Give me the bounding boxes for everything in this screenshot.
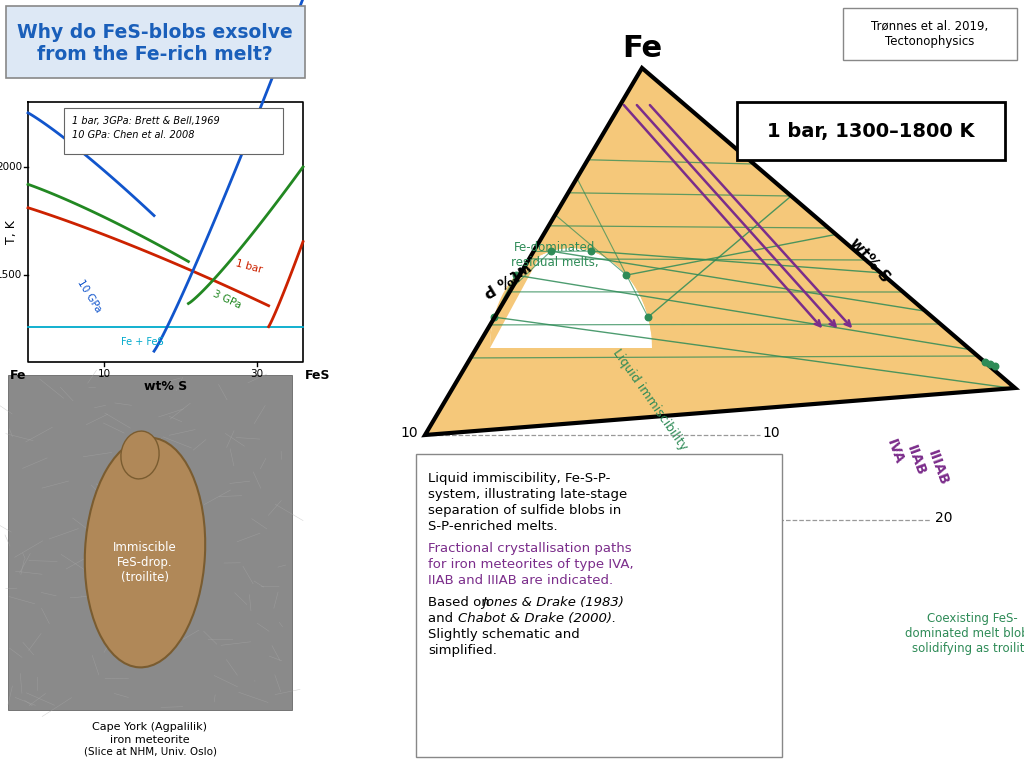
Text: 10 GPa: Chen et al. 2008: 10 GPa: Chen et al. 2008 — [72, 130, 195, 140]
Text: Coexisting FeS-
dominated melt blobs,
solidifying as troilite: Coexisting FeS- dominated melt blobs, so… — [905, 612, 1024, 655]
Text: wt% P: wt% P — [479, 258, 532, 298]
Text: 10: 10 — [762, 426, 779, 440]
Point — [507, 269, 523, 281]
Text: IIAB and IIIAB are indicated.: IIAB and IIIAB are indicated. — [428, 574, 613, 587]
Text: Jones & Drake (1983): Jones & Drake (1983) — [482, 596, 624, 609]
Text: 1 bar, 3GPa: Brett & Bell,1969: 1 bar, 3GPa: Brett & Bell,1969 — [72, 116, 220, 126]
Text: Fe: Fe — [622, 34, 663, 63]
Text: simplified.: simplified. — [428, 644, 497, 657]
Text: Fractional crystallisation paths: Fractional crystallisation paths — [428, 542, 632, 555]
Text: Fe + FeS: Fe + FeS — [121, 337, 164, 347]
Ellipse shape — [121, 431, 159, 479]
Text: wt% S: wt% S — [847, 235, 893, 285]
Text: Liquid immiscibility, Fe-S-P-: Liquid immiscibility, Fe-S-P- — [428, 472, 610, 485]
Text: IVA: IVA — [884, 438, 906, 466]
Text: 2000: 2000 — [0, 162, 22, 172]
Text: FeS: FeS — [305, 369, 331, 382]
Point — [987, 360, 1004, 372]
Text: 3 GPa: 3 GPa — [211, 288, 243, 310]
FancyBboxPatch shape — [843, 8, 1017, 60]
Text: separation of sulfide blobs in: separation of sulfide blobs in — [428, 504, 622, 517]
Point — [583, 245, 599, 257]
Text: IIAB: IIAB — [904, 442, 928, 477]
Text: Chabot & Drake (2000).: Chabot & Drake (2000). — [458, 612, 616, 625]
Text: Trønnes et al. 2019,
Tectonophysics: Trønnes et al. 2019, Tectonophysics — [871, 20, 988, 48]
Polygon shape — [490, 68, 652, 348]
Point — [618, 269, 635, 281]
FancyBboxPatch shape — [8, 375, 292, 710]
Text: Immiscible
FeS-drop.
(troilite): Immiscible FeS-drop. (troilite) — [113, 541, 177, 584]
Text: 10: 10 — [400, 426, 418, 440]
Text: 10 GPa: 10 GPa — [75, 277, 103, 314]
Text: 1 bar, 1300–1800 K: 1 bar, 1300–1800 K — [767, 121, 975, 141]
Text: Based on: Based on — [428, 596, 494, 609]
Text: system, illustrating late-stage: system, illustrating late-stage — [428, 488, 628, 501]
FancyBboxPatch shape — [737, 102, 1005, 160]
FancyBboxPatch shape — [416, 454, 782, 757]
Text: IIIAB: IIIAB — [925, 449, 951, 488]
FancyBboxPatch shape — [6, 6, 305, 78]
Text: 10: 10 — [98, 369, 111, 379]
Text: S-P-enriched melts.: S-P-enriched melts. — [428, 520, 558, 533]
Text: 1500: 1500 — [0, 270, 22, 280]
Text: wt% S: wt% S — [144, 380, 187, 393]
Point — [982, 358, 998, 370]
Text: Why do FeS-blobs exsolve
from the Fe-rich melt?: Why do FeS-blobs exsolve from the Fe-ric… — [17, 22, 293, 64]
Text: and: and — [428, 612, 462, 625]
Text: (Slice at NHM, Univ. Oslo): (Slice at NHM, Univ. Oslo) — [84, 747, 216, 757]
Polygon shape — [425, 68, 1015, 435]
Ellipse shape — [85, 438, 205, 667]
Text: Fe: Fe — [9, 369, 26, 382]
Text: T, K: T, K — [5, 220, 18, 244]
FancyBboxPatch shape — [63, 108, 283, 154]
Point — [977, 356, 993, 369]
Text: Liquid immiscibility: Liquid immiscibility — [610, 347, 690, 453]
Text: for iron meteorites of type IVA,: for iron meteorites of type IVA, — [428, 558, 634, 571]
Point — [640, 311, 656, 323]
Point — [543, 245, 559, 257]
Text: iron meteorite: iron meteorite — [111, 735, 189, 745]
Text: Slightly schematic and: Slightly schematic and — [428, 628, 580, 641]
Polygon shape — [490, 248, 652, 348]
Text: Fe-dominated
residual melts,: Fe-dominated residual melts, — [511, 241, 599, 269]
Text: 20: 20 — [935, 511, 952, 525]
Point — [485, 311, 502, 323]
Text: 1 bar: 1 bar — [234, 258, 263, 275]
Text: Cape York (Agpalilik): Cape York (Agpalilik) — [92, 722, 208, 732]
Text: 30: 30 — [251, 369, 264, 379]
